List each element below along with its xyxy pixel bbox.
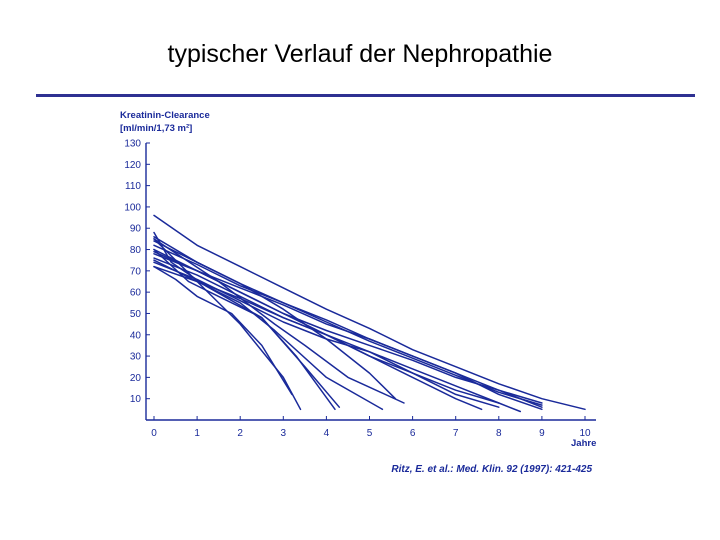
x-tick-label: 6 [410, 428, 416, 439]
y-tick-label: 100 [124, 202, 141, 213]
y-tick-label: 60 [130, 288, 142, 299]
patient-series-line [153, 231, 341, 408]
patient-series-line [153, 238, 405, 404]
y-axis: 10 20 30 40 50 60 70 80 90 100 110 120 130 [124, 139, 150, 420]
y-tick-label: 90 [130, 224, 142, 235]
x-axis: 0 1 2 3 4 5 6 7 8 9 10 [146, 416, 596, 439]
x-tick-label: 5 [367, 428, 373, 439]
patient-series-line [153, 261, 500, 404]
y-tick-label: 10 [130, 394, 142, 405]
y-tick-label: 50 [130, 309, 142, 320]
source-citation: Ritz, E. et al.: Med. Klin. 92 (1997): 4… [391, 464, 592, 475]
x-tick-label: 2 [237, 428, 243, 439]
series-layer [153, 214, 586, 413]
title-divider [36, 94, 695, 97]
y-tick-label: 120 [124, 160, 141, 171]
x-tick-label: 3 [281, 428, 287, 439]
y-tick-label: 70 [130, 266, 142, 277]
y-tick-label: 30 [130, 352, 142, 363]
slide-title: typischer Verlauf der Nephropathie [167, 40, 553, 68]
y-tick-label: 130 [124, 139, 141, 150]
x-tick-label: 8 [496, 428, 502, 439]
y-tick-label: 40 [130, 330, 142, 341]
patient-series-line [153, 214, 586, 411]
patient-series-line [153, 265, 293, 396]
x-tick-label: 1 [194, 428, 200, 439]
patient-series-line [153, 250, 483, 411]
y-axis-title-line-2: [ml/min/1,73 m²] [120, 123, 192, 134]
y-tick-label: 110 [125, 181, 141, 192]
patient-series-line [153, 259, 384, 411]
x-tick-label: 0 [151, 428, 157, 439]
x-tick-label: 10 [579, 428, 591, 439]
x-axis-title: Jahre [571, 438, 596, 449]
y-axis-title-line-1: Kreatinin-Clearance [120, 110, 210, 121]
patient-series-line [153, 240, 543, 406]
x-tick-label: 7 [453, 428, 459, 439]
y-tick-label: 20 [130, 373, 142, 384]
x-tick-label: 9 [539, 428, 545, 439]
y-tick-label: 80 [130, 245, 142, 256]
x-tick-label: 4 [324, 428, 330, 439]
patient-series-line [153, 238, 302, 411]
